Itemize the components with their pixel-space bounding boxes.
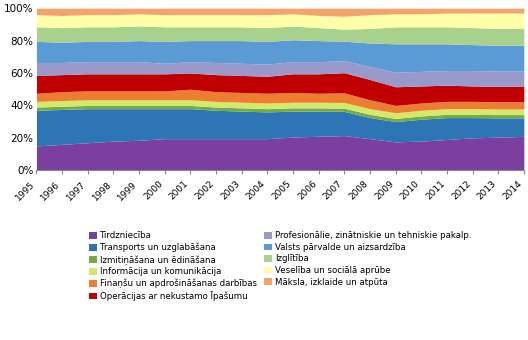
Legend: Tirdzniecība, Transports un uzglabāšana, Izmitiņāšana un ēdināšana, Informācija : Tirdzniecība, Transports un uzglabāšana,… bbox=[89, 231, 472, 301]
